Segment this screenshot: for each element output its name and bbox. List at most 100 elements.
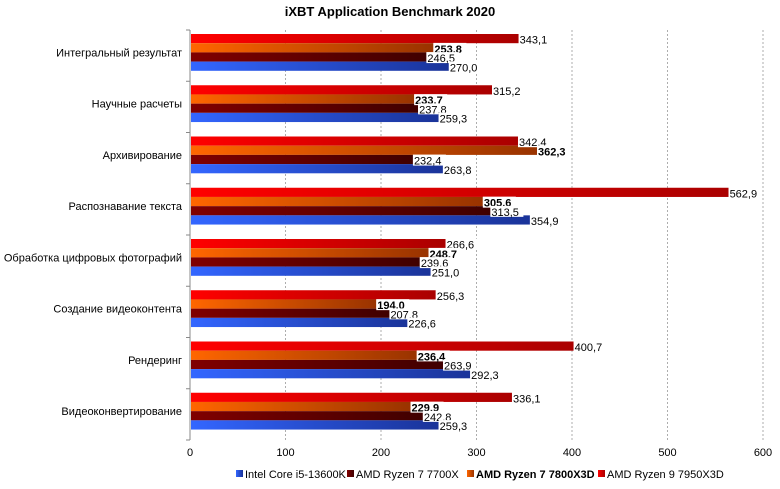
value-label: 263,8 bbox=[444, 165, 472, 177]
value-label-bg bbox=[482, 196, 516, 208]
bar bbox=[191, 206, 491, 216]
value-label-bg bbox=[414, 94, 448, 106]
bar bbox=[191, 401, 411, 412]
bar bbox=[191, 392, 512, 402]
legend-item: AMD Ryzen 7 7700X bbox=[347, 469, 459, 481]
value-label: 270,0 bbox=[450, 62, 478, 74]
value-label: 354,9 bbox=[531, 216, 559, 228]
value-label: 400,7 bbox=[575, 342, 603, 354]
value-label: 251,0 bbox=[432, 267, 460, 279]
bar bbox=[191, 187, 729, 197]
value-label-bg bbox=[529, 215, 563, 227]
value-label-bg bbox=[536, 145, 570, 157]
bar bbox=[191, 154, 413, 165]
value-label-bg bbox=[490, 205, 524, 217]
value-label-bg bbox=[442, 163, 476, 175]
axes bbox=[186, 29, 191, 441]
bar bbox=[191, 103, 419, 113]
value-label-bg bbox=[422, 410, 456, 422]
value-label-bg bbox=[407, 317, 441, 329]
value-label-bg bbox=[426, 52, 460, 64]
chart-title: iXBT Application Benchmark 2020 bbox=[285, 4, 495, 19]
value-label-bg bbox=[418, 103, 452, 115]
bar bbox=[191, 308, 390, 318]
value-labels: 343,1253,8246,5270,0315,2233,7237,8259,3… bbox=[376, 33, 762, 433]
value-label-bg bbox=[419, 257, 453, 269]
bar bbox=[191, 299, 377, 309]
x-tick-label: 100 bbox=[276, 447, 294, 459]
value-label: 226,6 bbox=[408, 319, 436, 331]
bar bbox=[191, 317, 408, 328]
value-label-bg bbox=[470, 368, 504, 380]
category-labels: Интегральный результат Научные расчеты Арх… bbox=[4, 47, 183, 418]
bar bbox=[191, 341, 574, 351]
category-label: Создание видеоконтента bbox=[53, 304, 182, 316]
category-label: Распознавание текста bbox=[68, 201, 182, 213]
value-label: 362,3 bbox=[538, 146, 566, 158]
bar bbox=[191, 239, 446, 249]
value-label-bg bbox=[435, 289, 469, 301]
bar bbox=[191, 43, 434, 53]
legend: Intel Core i5-13600K AMD Ryzen 7 7700X AMD… bbox=[236, 469, 724, 481]
bar bbox=[191, 266, 431, 276]
legend-swatch bbox=[236, 470, 243, 477]
x-tick-label: 200 bbox=[372, 447, 390, 459]
value-label-bg bbox=[410, 401, 444, 413]
value-label-bg bbox=[448, 61, 482, 73]
bar bbox=[191, 52, 427, 62]
bar bbox=[191, 359, 444, 370]
legend-label: AMD Ryzen 7 7700X bbox=[356, 469, 459, 481]
bar bbox=[191, 290, 436, 300]
x-tick-label: 400 bbox=[563, 447, 581, 459]
bar bbox=[191, 215, 530, 225]
legend-label: AMD Ryzen 9 7950X3D bbox=[607, 469, 724, 481]
legend-item: AMD Ryzen 7 7800X3D bbox=[467, 469, 595, 481]
bar bbox=[191, 196, 483, 207]
value-label-bg bbox=[389, 308, 423, 320]
category-label: Научные расчеты bbox=[92, 99, 182, 111]
value-label-bg bbox=[433, 42, 467, 54]
category-label: Рендеринг bbox=[128, 355, 182, 367]
value-label-bg bbox=[492, 84, 526, 96]
value-label-bg bbox=[443, 359, 477, 371]
value-label: 336,1 bbox=[513, 393, 541, 405]
value-label-bg bbox=[445, 238, 479, 250]
value-label-bg bbox=[518, 33, 552, 45]
value-label: 259,3 bbox=[440, 114, 468, 126]
category-label: Обработка цифровых фотографий bbox=[4, 252, 182, 264]
x-tick-label: 0 bbox=[187, 447, 193, 459]
value-label: 313,5 bbox=[491, 207, 519, 219]
bar bbox=[191, 164, 443, 174]
value-label: 236,4 bbox=[418, 351, 446, 363]
category-label: Видеоконвертирование bbox=[61, 406, 182, 418]
value-label: 562,9 bbox=[730, 188, 758, 200]
bar bbox=[191, 257, 420, 267]
value-label: 246,5 bbox=[427, 53, 455, 65]
legend-label: AMD Ryzen 7 7800X3D bbox=[476, 469, 595, 481]
x-tick-labels: 0 100 200 300 400 500 600 bbox=[187, 447, 772, 459]
value-label-bg bbox=[376, 299, 410, 311]
value-label-bg bbox=[412, 154, 446, 166]
value-label-bg bbox=[511, 392, 545, 404]
value-label: 263,9 bbox=[444, 361, 472, 373]
bar bbox=[191, 248, 429, 258]
value-label-bg bbox=[416, 350, 450, 362]
value-label-bg bbox=[573, 341, 607, 353]
value-label: 292,3 bbox=[471, 370, 499, 382]
value-label-bg bbox=[517, 136, 551, 148]
value-label-bg bbox=[438, 420, 472, 432]
bar bbox=[191, 145, 537, 155]
category-label: Архивирование bbox=[103, 150, 182, 162]
bar bbox=[191, 411, 423, 421]
value-label: 259,3 bbox=[440, 421, 468, 433]
legend-swatch bbox=[467, 470, 474, 477]
legend-label: Intel Core i5-13600K bbox=[245, 469, 347, 481]
value-label: 315,2 bbox=[493, 86, 521, 98]
value-label-bg bbox=[438, 112, 472, 124]
bar bbox=[191, 350, 417, 360]
bar bbox=[191, 112, 439, 123]
category-label: Интегральный результат bbox=[56, 47, 182, 59]
bar bbox=[191, 420, 439, 430]
bar bbox=[191, 34, 519, 44]
